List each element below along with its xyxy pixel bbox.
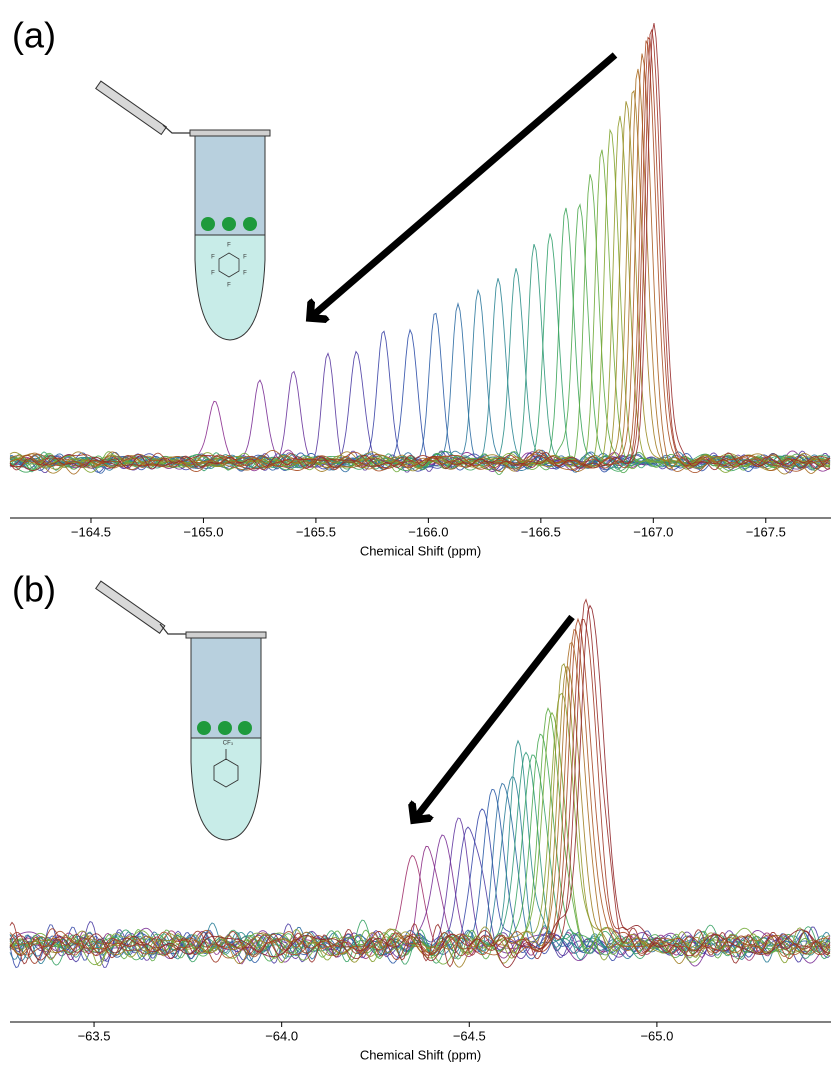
substituent-label: F	[227, 243, 231, 249]
spectrum-trace	[9, 36, 831, 471]
spectrum-trace	[9, 268, 831, 471]
tube-illustration	[95, 80, 271, 341]
spectrum-trace	[10, 328, 831, 473]
tube-illustration	[95, 580, 267, 841]
spectrum-trace	[9, 101, 831, 472]
spectra	[9, 23, 831, 475]
substituent-label: CF₃	[223, 741, 234, 747]
x-tick-label: −64.0	[265, 1028, 298, 1043]
spectrum-trace	[9, 617, 831, 958]
spectrum-trace	[9, 40, 831, 474]
substituent-label: F	[211, 255, 215, 261]
arrow	[414, 614, 575, 820]
spectrum-trace	[9, 711, 831, 966]
spectrum-trace	[9, 618, 831, 964]
spectrum-trace	[9, 243, 831, 470]
spectrum-trace	[9, 128, 831, 473]
panel-label: (a)	[12, 15, 56, 56]
spectrum-trace	[9, 641, 831, 957]
spectrum-trace	[9, 203, 831, 475]
spectrum-trace	[9, 330, 831, 472]
x-tick-label: −164.5	[71, 524, 111, 539]
spectrum-trace	[9, 628, 831, 959]
spectrum-trace	[9, 233, 831, 473]
x-tick-label: −166.0	[408, 524, 448, 539]
substituent-label: F	[243, 271, 247, 277]
x-tick-label: −165.5	[296, 524, 336, 539]
spectrum-trace	[9, 23, 831, 471]
spectrum-trace	[9, 598, 831, 968]
x-tick-label: −167.5	[746, 524, 786, 539]
x-tick-label: −63.5	[78, 1028, 111, 1043]
spectrum-trace	[9, 288, 831, 471]
spectrum-trace	[9, 302, 831, 473]
x-tick-label: −65.0	[640, 1028, 673, 1043]
x-tick-label: −64.5	[453, 1028, 486, 1043]
substituent-label: F	[227, 283, 231, 289]
substituent-label: F	[211, 271, 215, 277]
spectrum-trace	[9, 707, 831, 962]
spectrum-trace	[9, 692, 831, 967]
spectra	[9, 598, 831, 969]
substituent-label: F	[243, 255, 247, 261]
spectrum-trace	[9, 278, 831, 469]
spectrum-trace	[9, 834, 831, 967]
arrow	[310, 52, 618, 318]
spectrum-trace	[9, 29, 831, 471]
spectrum-trace	[9, 207, 831, 473]
x-tick-label: −165.0	[183, 524, 223, 539]
spectrum-trace	[9, 733, 831, 962]
x-tick-label: −166.5	[521, 524, 561, 539]
spectrum-trace	[9, 149, 831, 473]
spectrum-trace	[9, 739, 831, 961]
x-axis-title: Chemical Shift (ppm)	[360, 1047, 481, 1062]
x-tick-label: −167.0	[633, 524, 673, 539]
panel-label: (b)	[12, 569, 56, 610]
spectrum-trace	[9, 312, 831, 474]
x-axis-title: Chemical Shift (ppm)	[360, 543, 481, 558]
spectrum-trace	[9, 604, 831, 968]
